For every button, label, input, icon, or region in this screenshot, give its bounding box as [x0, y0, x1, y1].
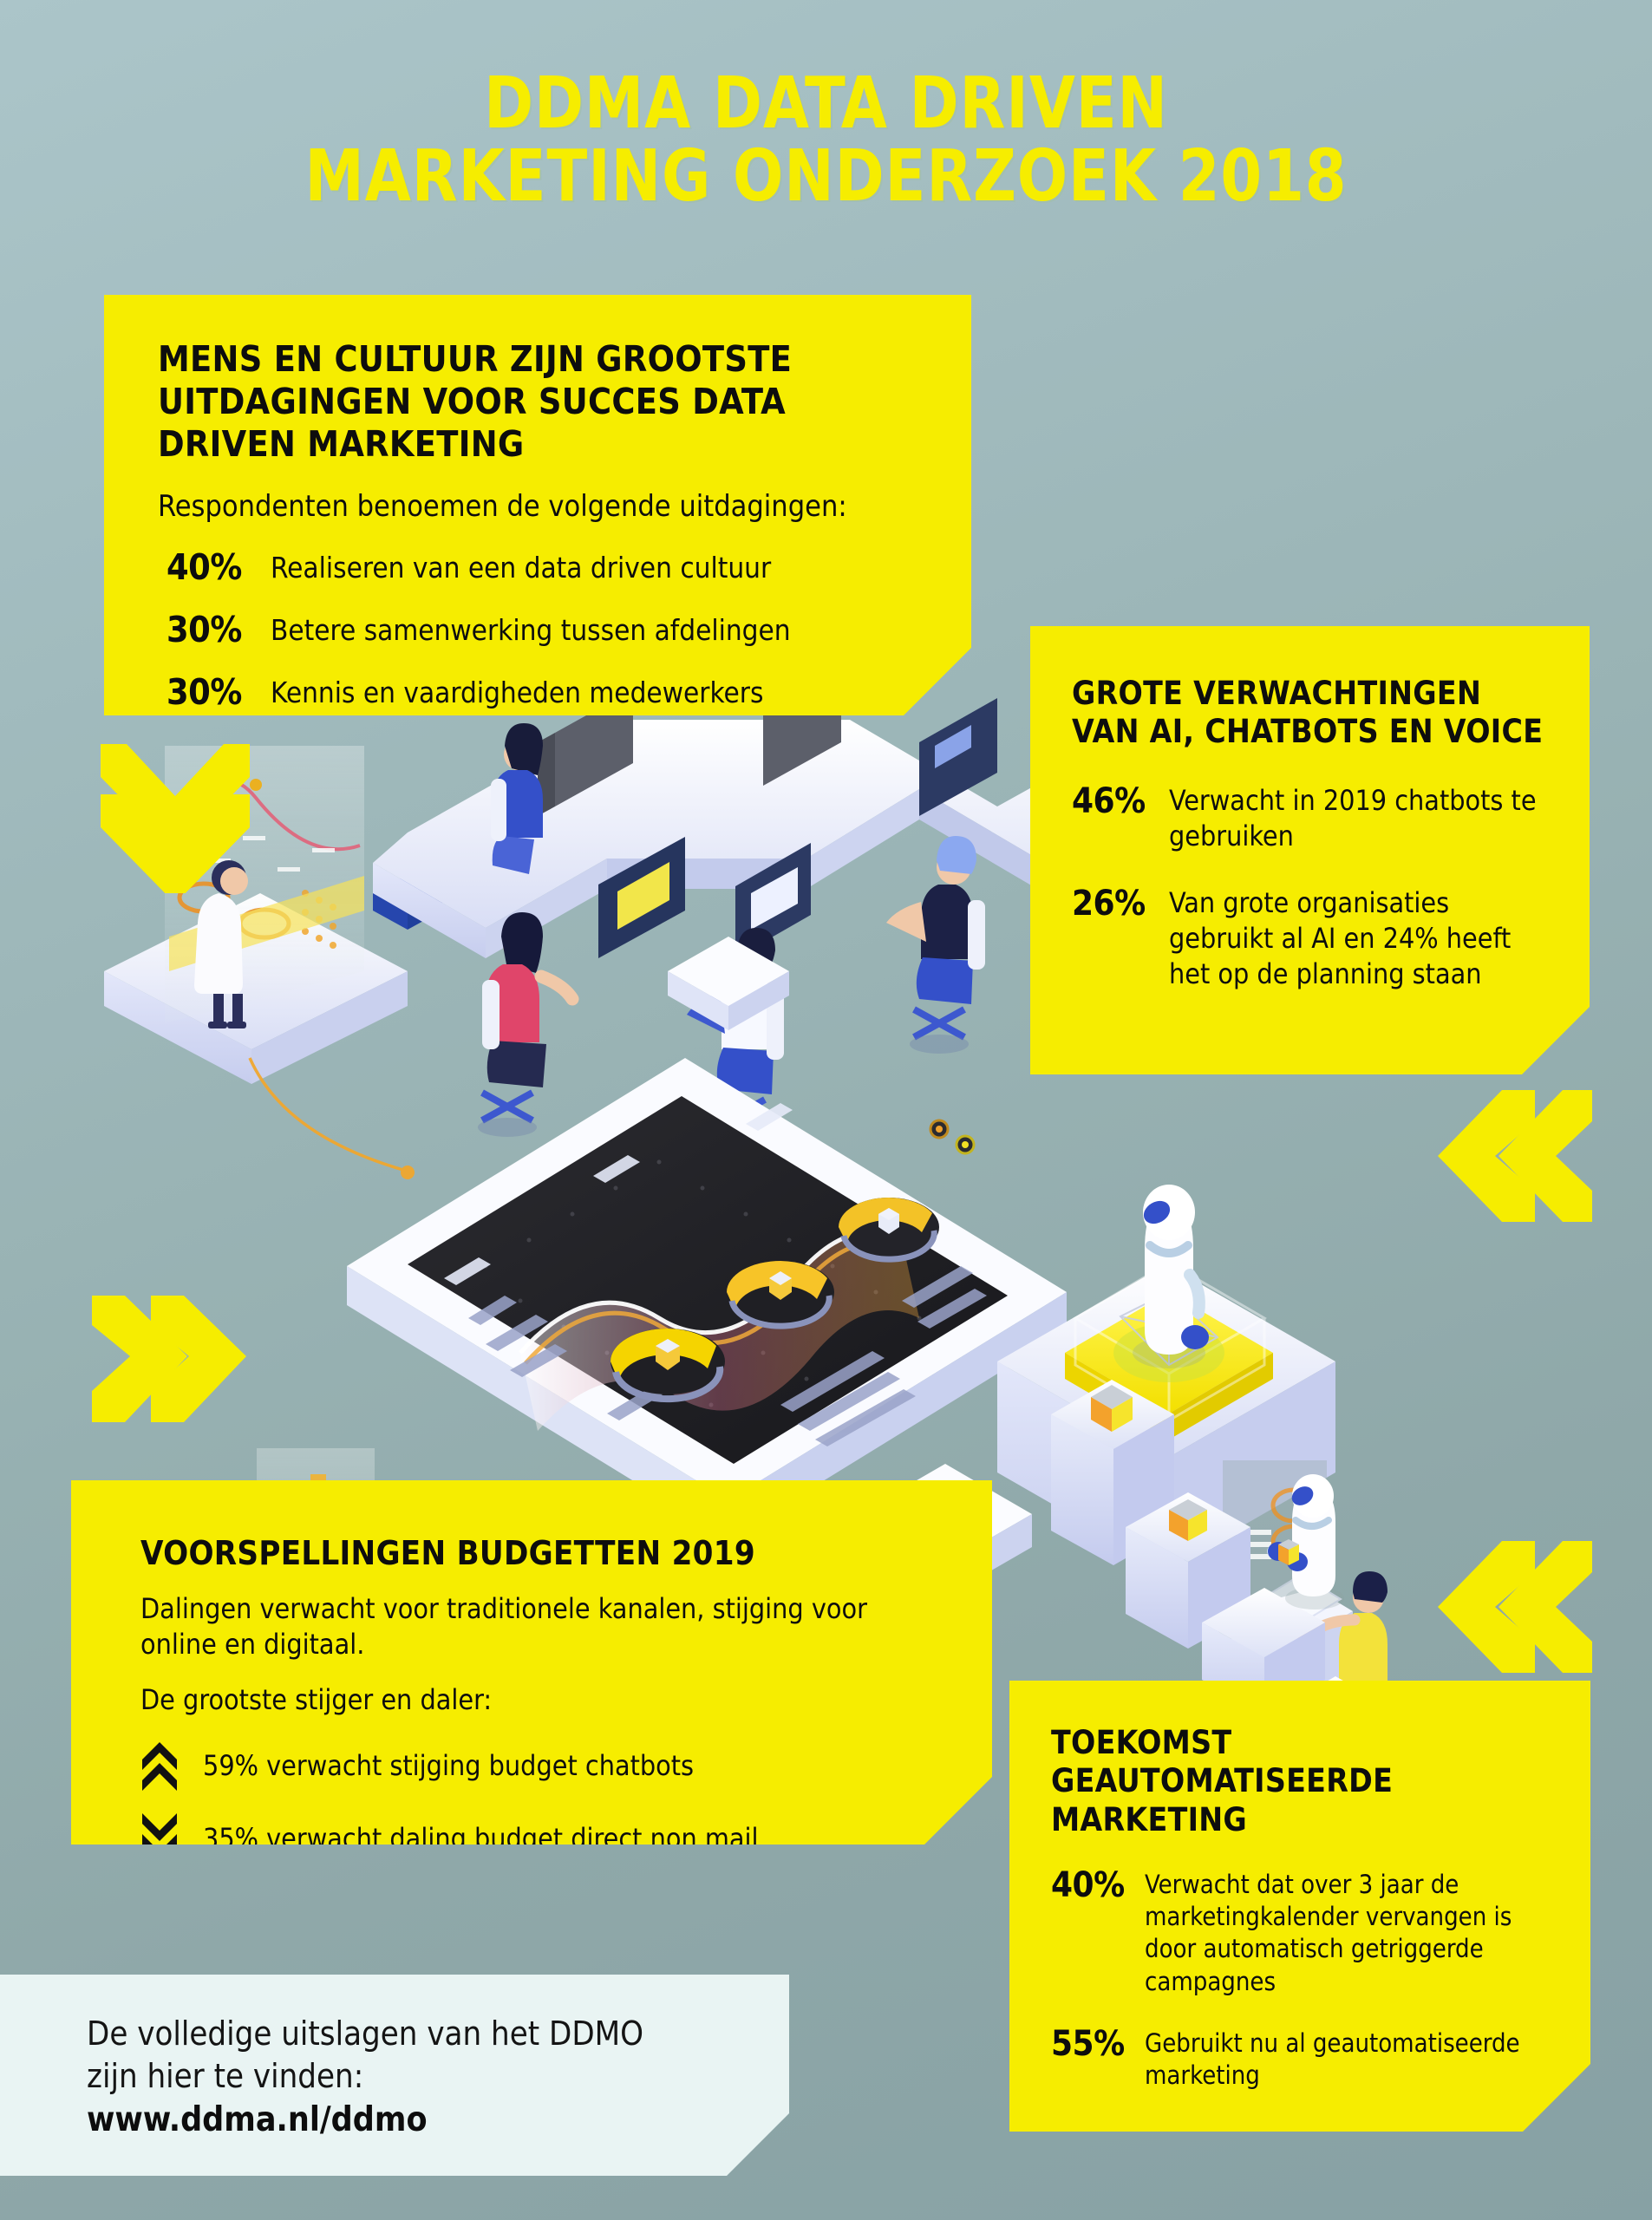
card-ai-heading: GROTE VERWACHTINGEN VAN AI, CHATBOTS EN …	[1072, 675, 1544, 751]
stat-label: Betere samenwerking tussen afdelingen	[271, 612, 791, 647]
card-challenges: MENS EN CULTUUR ZIJN GROOTSTE UITDAGINGE…	[104, 295, 971, 715]
stat-label: Verwacht in 2019 chatbots te gebruiken	[1169, 783, 1537, 852]
robot-figure-2	[1267, 1474, 1344, 1610]
stat-percentage: 55%	[1051, 2023, 1125, 2064]
stat-percentage: 30%	[167, 608, 242, 650]
card-budget-lead: Dalingen verwacht voor traditionele kana…	[140, 1591, 867, 1662]
card-future-heading: TOEKOMST GEAUTOMATISEERDE MARKETING	[1051, 1724, 1394, 1838]
card-challenges-lead: Respondenten benoemen de volgende uitdag…	[158, 488, 847, 524]
chevron-right-decoration	[87, 1290, 251, 1429]
stat-row: 40% Verwacht dat over 3 jaar de marketin…	[1051, 1865, 1556, 1997]
double-chevron-down-icon	[140, 1813, 191, 1864]
card-future-automated-marketing: TOEKOMST GEAUTOMATISEERDE MARKETING 40% …	[1009, 1681, 1590, 2132]
card-budget-lead2: De grootste stijger en daler:	[140, 1682, 493, 1716]
double-chevron-up-icon	[140, 1740, 191, 1791]
chevron-left-decoration-lower	[1419, 1539, 1592, 1678]
stat-label: Realiseren van een data driven cultuur	[271, 550, 772, 584]
stat-row: 46% Verwacht in 2019 chatbots te gebruik…	[1072, 781, 1555, 854]
stat-row: 30% Kennis en vaardigheden medewerkers	[158, 671, 924, 713]
stat-label: Kennis en vaardigheden medewerkers	[271, 675, 764, 709]
stat-label: Verwacht dat over 3 jaar de marketingkal…	[1145, 1870, 1512, 1996]
footer-url[interactable]: www.ddma.nl/ddmo	[87, 2100, 428, 2140]
card-budget-heading: VOORSPELLINGEN BUDGETTEN 2019	[140, 1534, 755, 1572]
budget-row-up-label: 59% verwacht stijging budget chatbots	[203, 1749, 695, 1783]
budget-row-down: 35% verwacht daling budget direct non ma…	[140, 1813, 949, 1864]
stat-percentage: 30%	[167, 670, 242, 713]
card-budget-forecast: VOORSPELLINGEN BUDGETTEN 2019 Dalingen v…	[71, 1480, 992, 1845]
title-line-1: DDMA DATA DRIVEN	[484, 62, 1168, 145]
footer-source-box: De volledige uitslagen van het DDMO zijn…	[0, 1975, 789, 2176]
title-line-2: MARKETING ONDERZOEK 2018	[304, 134, 1348, 218]
stat-row: 55% Gebruikt nu al geautomatiseerde mark…	[1051, 2024, 1556, 2092]
stat-row: 40% Realiseren van een data driven cultu…	[158, 546, 924, 588]
card-ai-expectations: GROTE VERWACHTINGEN VAN AI, CHATBOTS EN …	[1030, 626, 1590, 1074]
stat-percentage: 40%	[1051, 1865, 1125, 1906]
stat-row: 26% Van grote organisaties gebruikt al A…	[1072, 884, 1555, 992]
stat-label: Gebruikt nu al geautomatiseerde marketin…	[1145, 2027, 1520, 2090]
analyst-figure	[194, 860, 248, 1028]
budget-row-down-label: 35% verwacht daling budget direct non ma…	[203, 1822, 759, 1856]
robot-figure	[1133, 1185, 1209, 1368]
analyst-platform	[104, 746, 442, 1084]
stat-percentage: 40%	[167, 545, 242, 588]
tablet-dashboard	[347, 1058, 1067, 1539]
page-title: DDMA DATA DRIVEN MARKETING ONDERZOEK 201…	[58, 68, 1595, 212]
stat-row: 30% Betere samenwerking tussen afdelinge…	[158, 609, 924, 650]
card-challenges-heading: MENS EN CULTUUR ZIJN GROOTSTE UITDAGINGE…	[158, 338, 793, 466]
chevron-down-decoration	[97, 739, 253, 893]
footer-line-2: zijn hier te vinden:	[87, 2056, 364, 2095]
stat-percentage: 46%	[1072, 780, 1146, 821]
chevron-left-decoration-upper	[1419, 1088, 1592, 1227]
stat-label: Van grote organisaties gebruikt al AI en…	[1169, 885, 1512, 990]
stat-percentage: 26%	[1072, 883, 1146, 924]
donut-gauges	[611, 1198, 939, 1403]
budget-row-up: 59% verwacht stijging budget chatbots	[140, 1740, 949, 1791]
footer-line-1: De volledige uitslagen van het DDMO	[87, 2014, 644, 2053]
